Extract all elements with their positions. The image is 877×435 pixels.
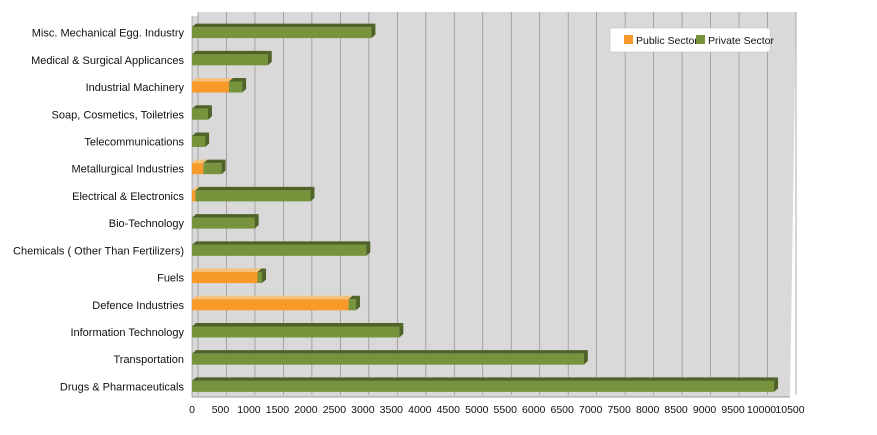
bar-end-drugs-pharmaceuticals	[774, 377, 779, 392]
x-tick-6000: 6000	[522, 404, 546, 416]
x-tick-0: 0	[189, 404, 195, 416]
bar-private-sector-drugs-pharmaceuticals	[192, 377, 779, 392]
bar-end-electrical-electronics	[310, 186, 315, 202]
legend-label-private-sector: Private Sector	[708, 35, 774, 47]
category-label-electrical-electronics: Electrical & Electronics	[72, 191, 184, 203]
legend-label-public-sector: Public Sector	[636, 35, 698, 47]
x-tick-3000: 3000	[351, 404, 375, 416]
category-label-information-technology: Information Technology	[70, 327, 184, 339]
bar-private-sector-chemicals-other-than-fertilizers	[192, 241, 371, 256]
bar-end-telecommunications	[205, 132, 210, 147]
bar-private-sector-misc-mechanical-egg-industry	[192, 23, 376, 39]
bar-end-misc-mechanical-egg-industry	[371, 23, 376, 39]
bar-public-sector-defence-industries	[192, 295, 353, 311]
legend-swatch-private-sector	[696, 35, 705, 44]
x-tick-10000: 10000	[747, 404, 776, 416]
x-tick-5000: 5000	[465, 404, 489, 416]
x-tick-8000: 8000	[636, 404, 660, 416]
bar-end-defence-industries	[356, 295, 361, 311]
legend-box	[609, 27, 771, 53]
x-tick-10500: 10500	[775, 404, 804, 416]
bar-end-information-technology	[399, 322, 404, 338]
bar-private-sector-bio-technology	[192, 214, 259, 229]
bar-private-sector-defence-industries	[348, 295, 361, 311]
bar-public-sector-fuels	[192, 268, 262, 284]
plot-background	[192, 12, 796, 397]
category-label-bio-technology: Bio-Technology	[109, 218, 185, 230]
x-tick-6500: 6500	[551, 404, 575, 416]
category-label-drugs-pharmaceuticals: Drugs & Pharmaceuticals	[60, 381, 185, 393]
bar-end-soap-cosmetics-toiletries	[207, 105, 212, 120]
bar-public-sector-metallurgical-industries	[192, 159, 208, 175]
bar-end-metallurgical-industries	[221, 159, 226, 175]
x-tick-3500: 3500	[380, 404, 404, 416]
category-label-medical-surgical-applicances: Medical & Surgical Applicances	[31, 55, 184, 67]
x-tick-5500: 5500	[494, 404, 518, 416]
bar-private-sector-soap-cosmetics-toiletries	[192, 105, 212, 120]
bar-end-chemicals-other-than-fertilizers	[366, 241, 371, 256]
category-label-misc-mechanical-egg-industry: Misc. Mechanical Egg. Industry	[32, 28, 185, 40]
bar-end-fuels	[262, 268, 267, 284]
x-tick-labels: 0 500 1000 1500 2000 2500 3000 3500 4000 4500 5000…	[189, 404, 805, 416]
bar-private-sector-medical-surgical-applicances	[192, 50, 272, 66]
bar-private-sector-metallurgical-industries	[203, 159, 226, 175]
gridlines	[191, 12, 797, 398]
bar-end-industrial-machinery	[242, 78, 247, 93]
x-tick-9500: 9500	[721, 404, 745, 416]
x-tick-1500: 1500	[266, 404, 290, 416]
bar-end-medical-surgical-applicances	[267, 50, 272, 66]
bar-public-sector-industrial-machinery	[192, 78, 234, 93]
category-label-chemicals-other-than-fertilizers: Chemicals ( Other Than Fertilizers)	[13, 245, 184, 257]
x-tick-1000: 1000	[237, 404, 261, 416]
bar-private-sector-information-technology	[192, 322, 404, 338]
category-label-defence-industries: Defence Industries	[92, 300, 184, 312]
x-tick-2000: 2000	[294, 404, 318, 416]
plot-area-front	[192, 16, 790, 397]
category-label-fuels: Fuels	[157, 273, 184, 285]
x-tick-9000: 9000	[693, 404, 717, 416]
bar-end-transportation	[583, 350, 588, 365]
bar-public-sector-electrical-electronics	[192, 186, 200, 202]
bar-end-bio-technology	[254, 214, 259, 229]
x-tick-4500: 4500	[437, 404, 461, 416]
category-labels: Misc. Mechanical Egg. Industry Medical & …	[13, 28, 184, 394]
x-tick-2500: 2500	[323, 404, 347, 416]
legend-swatch-public-sector	[624, 35, 633, 44]
bar-private-sector-fuels	[257, 268, 267, 284]
x-tick-7500: 7500	[607, 404, 631, 416]
category-label-soap-cosmetics-toiletries: Soap, Cosmetics, Toiletries	[52, 109, 185, 121]
x-tick-500: 500	[212, 404, 230, 416]
bar-private-sector-transportation	[192, 350, 588, 365]
category-label-transportation: Transportation	[113, 354, 184, 366]
category-label-metallurgical-industries: Metallurgical Industries	[72, 164, 185, 176]
x-tick-8500: 8500	[664, 404, 688, 416]
category-label-telecommunications: Telecommunications	[84, 136, 184, 148]
x-tick-4000: 4000	[408, 404, 432, 416]
legend: Public Sector Private Sector	[609, 27, 774, 53]
bars	[192, 23, 779, 392]
bar-private-sector-telecommunications	[192, 132, 210, 147]
category-label-industrial-machinery: Industrial Machinery	[86, 82, 185, 94]
bar-private-sector-industrial-machinery	[229, 78, 247, 93]
x-tick-7000: 7000	[579, 404, 603, 416]
bar-private-sector-electrical-electronics	[195, 186, 315, 202]
